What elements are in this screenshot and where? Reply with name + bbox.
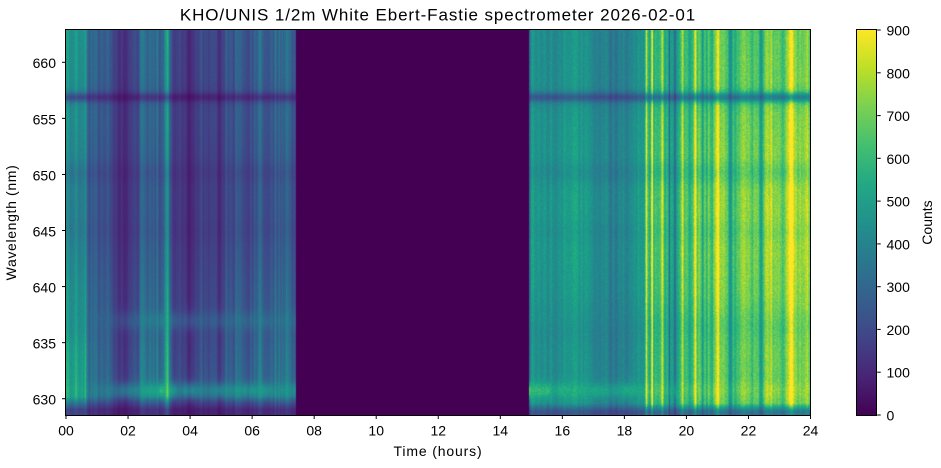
svg-text:12: 12 bbox=[430, 423, 446, 439]
svg-text:650: 650 bbox=[33, 167, 57, 183]
svg-text:640: 640 bbox=[33, 280, 57, 296]
svg-text:24: 24 bbox=[803, 423, 819, 439]
svg-text:635: 635 bbox=[33, 336, 57, 352]
svg-text:10: 10 bbox=[368, 423, 384, 439]
svg-text:Time (hours): Time (hours) bbox=[393, 443, 482, 459]
svg-text:02: 02 bbox=[120, 423, 136, 439]
svg-text:14: 14 bbox=[493, 423, 509, 439]
svg-text:Counts: Counts bbox=[919, 200, 935, 244]
svg-text:22: 22 bbox=[741, 423, 757, 439]
svg-text:0: 0 bbox=[887, 408, 895, 424]
svg-text:630: 630 bbox=[33, 392, 57, 408]
svg-text:645: 645 bbox=[33, 223, 57, 239]
svg-text:06: 06 bbox=[244, 423, 260, 439]
svg-text:600: 600 bbox=[887, 151, 911, 167]
svg-text:300: 300 bbox=[887, 279, 911, 295]
svg-text:660: 660 bbox=[33, 55, 57, 71]
svg-text:900: 900 bbox=[887, 23, 911, 39]
svg-text:18: 18 bbox=[617, 423, 633, 439]
svg-text:04: 04 bbox=[182, 423, 198, 439]
svg-text:20: 20 bbox=[679, 423, 695, 439]
svg-text:16: 16 bbox=[555, 423, 571, 439]
svg-text:200: 200 bbox=[887, 322, 911, 338]
svg-text:00: 00 bbox=[58, 423, 74, 439]
svg-text:08: 08 bbox=[306, 423, 322, 439]
svg-text:700: 700 bbox=[887, 108, 911, 124]
svg-text:500: 500 bbox=[887, 194, 911, 210]
svg-text:100: 100 bbox=[887, 365, 911, 381]
svg-text:Wavelength (nm): Wavelength (nm) bbox=[3, 165, 19, 281]
svg-text:800: 800 bbox=[887, 65, 911, 81]
svg-text:KHO/UNIS 1/2m White Ebert-Fast: KHO/UNIS 1/2m White Ebert-Fastie spectro… bbox=[180, 6, 696, 25]
svg-text:655: 655 bbox=[33, 111, 57, 127]
svg-text:400: 400 bbox=[887, 236, 911, 252]
